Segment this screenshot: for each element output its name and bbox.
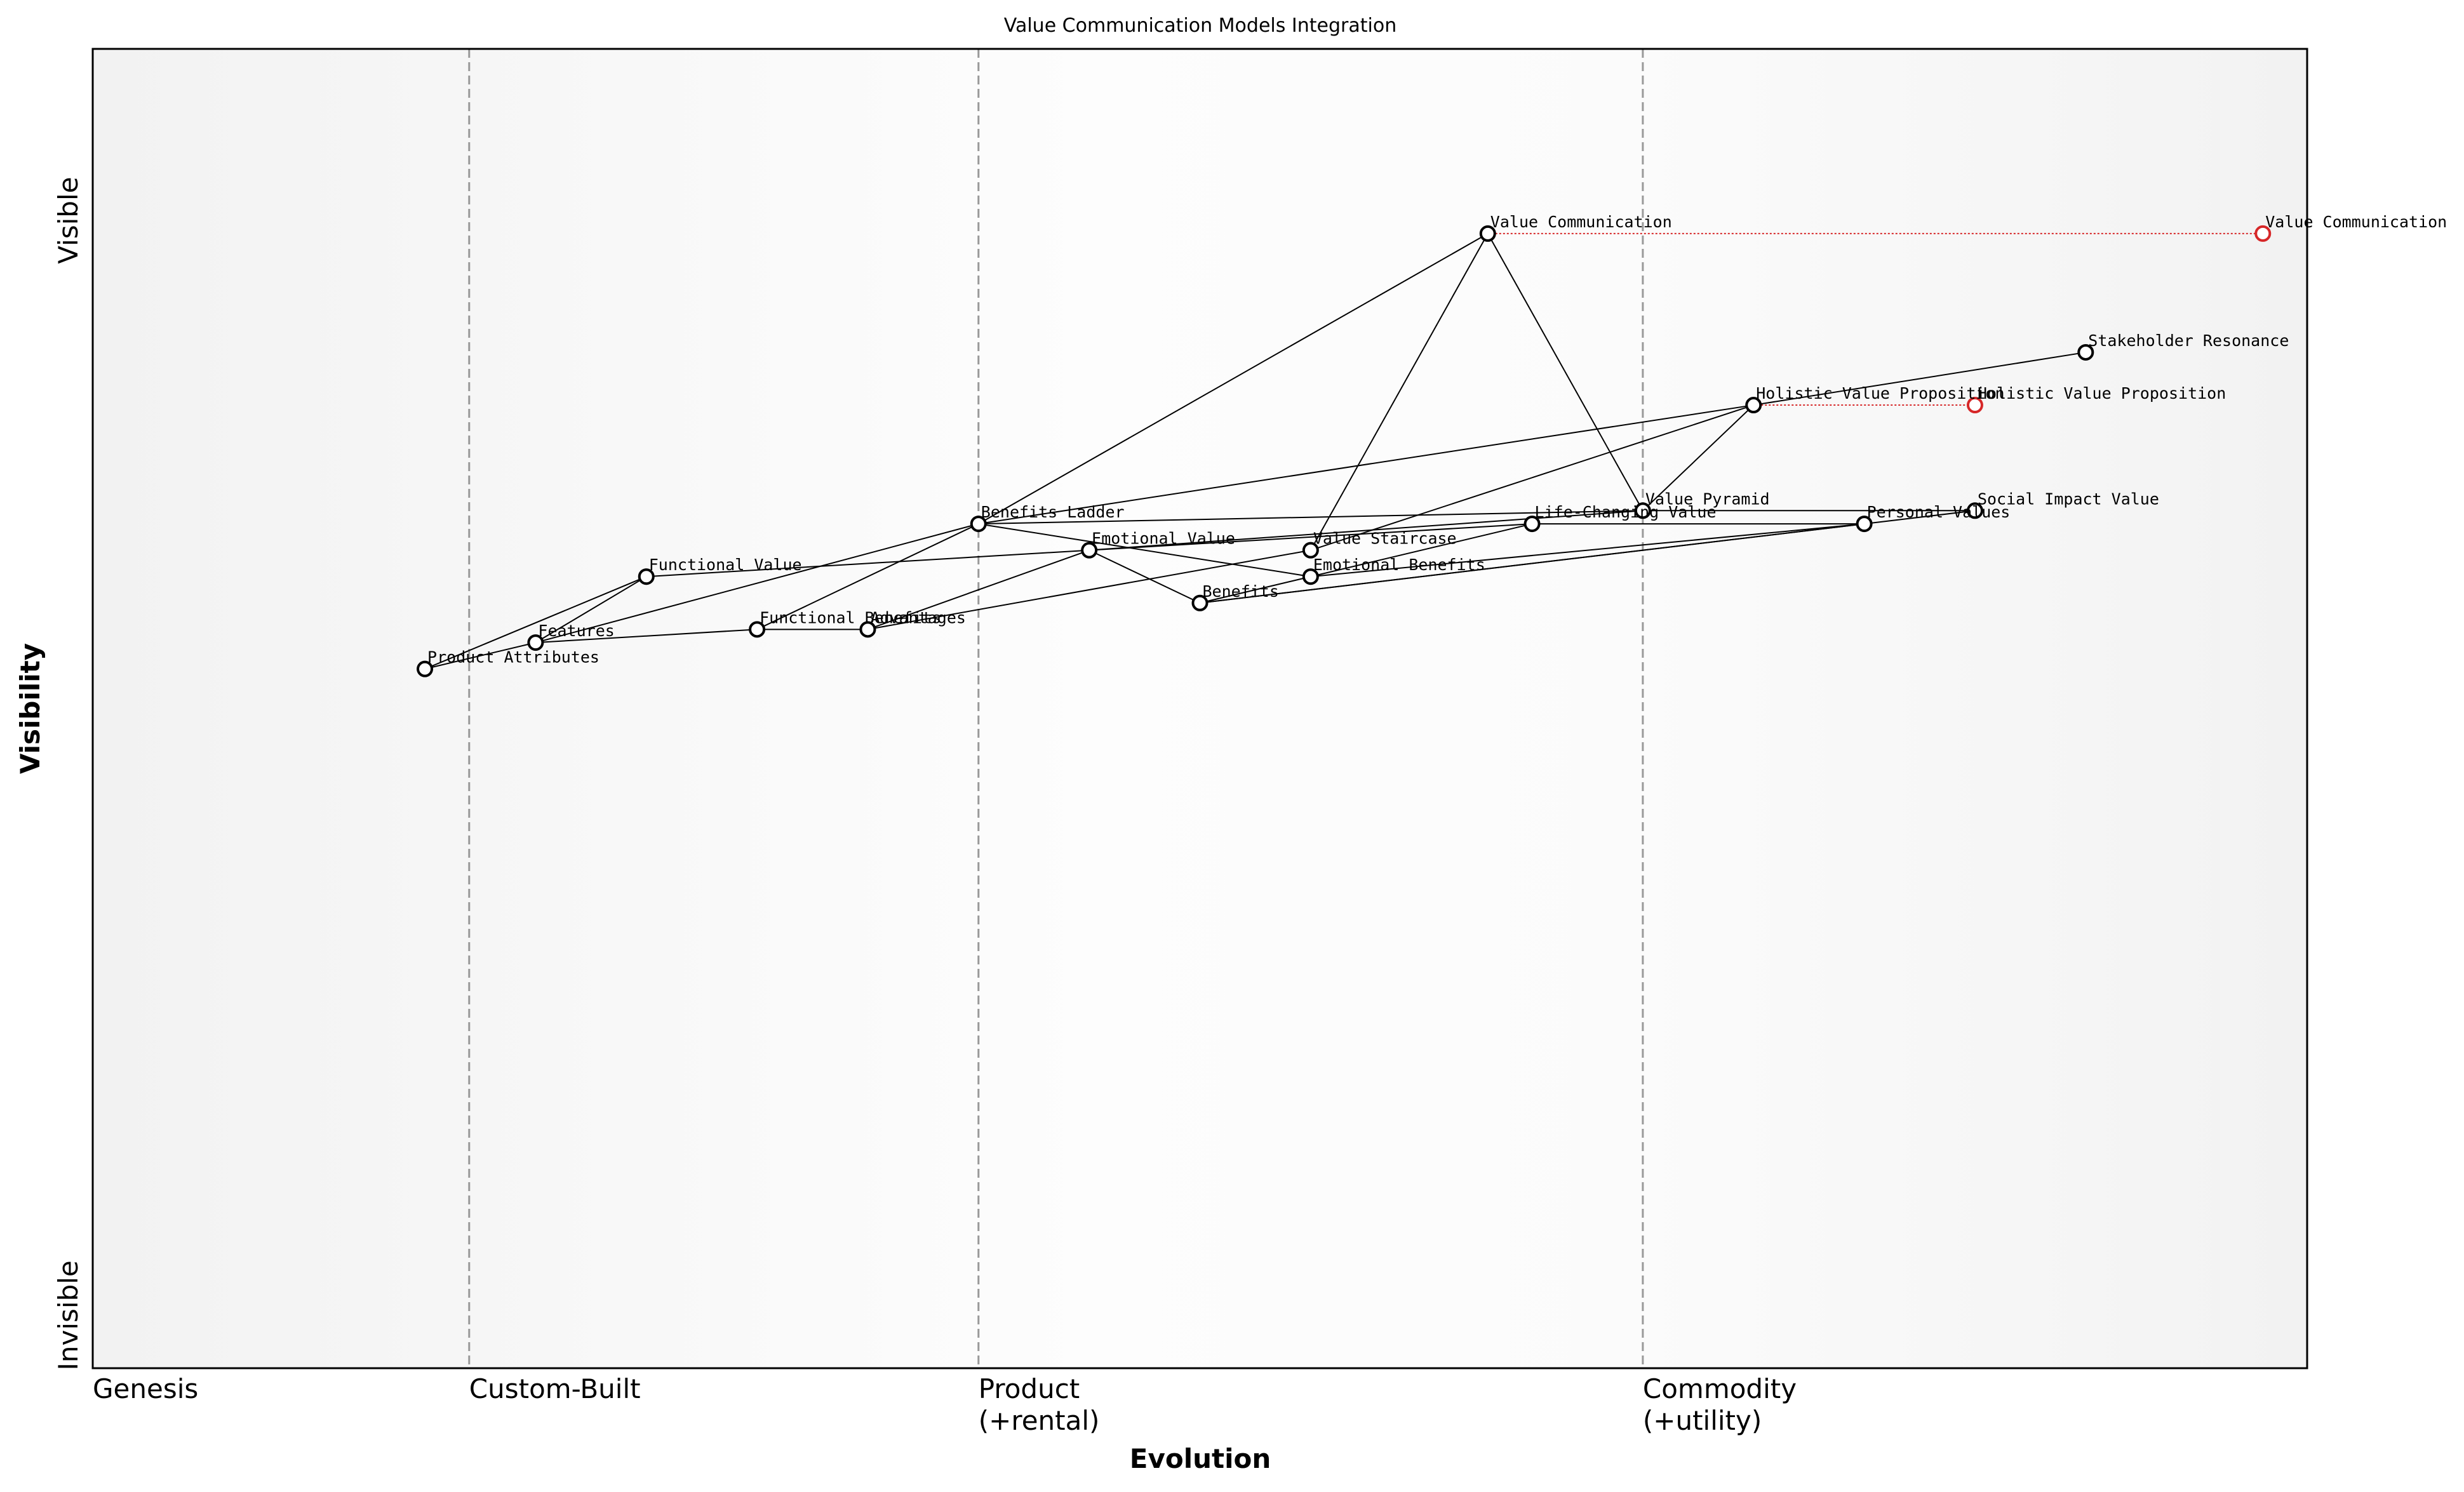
link: [1753, 351, 2086, 406]
x-tick-label: Commodity (+utility): [1642, 1373, 1797, 1436]
link: [756, 523, 979, 630]
evolved-node: [1966, 397, 1983, 414]
node-label: Benefits: [1203, 582, 1279, 601]
node: [1191, 594, 1209, 611]
node-label: Emotional Value: [1092, 530, 1235, 548]
link: [1088, 549, 1200, 604]
y-tick-label: Invisible: [53, 1260, 84, 1370]
link: [978, 510, 1643, 525]
node: [638, 568, 655, 585]
node-label: Value Pyramid: [1645, 490, 1770, 508]
link: [1089, 510, 1643, 551]
plot-background: [93, 49, 2307, 1368]
node-label: Value Staircase: [1313, 530, 1457, 548]
grid: [468, 49, 1644, 1368]
node: [1081, 542, 1098, 559]
node: [1634, 502, 1651, 519]
node-label: Benefits Ladder: [981, 503, 1125, 521]
node: [1479, 225, 1496, 242]
link: [867, 549, 1311, 630]
link: [867, 549, 1090, 630]
node: [1966, 502, 1983, 519]
chart-title: Value Communication Models Integration: [1004, 15, 1396, 37]
evolved-node: [2254, 225, 2272, 242]
link: [1309, 233, 1489, 551]
link: [1642, 404, 1754, 512]
node-label: Functional Value: [649, 556, 802, 574]
y-tick-label: Visible: [53, 177, 84, 264]
node-label: Product Attributes: [427, 648, 599, 667]
node-label: Personal Values: [1867, 503, 2011, 521]
node-label: Holistic Value Proposition: [1756, 384, 2004, 403]
link: [1310, 523, 1865, 578]
link: [1487, 233, 1644, 511]
node-label: Advantages: [870, 608, 966, 627]
node: [1302, 568, 1319, 585]
node-label: Features: [538, 622, 614, 640]
node: [1302, 542, 1319, 559]
node-label: Emotional Benefits: [1313, 556, 1485, 574]
node: [527, 634, 544, 651]
x-axis-label: Evolution: [1130, 1443, 1271, 1474]
node-label: Life-Changing Value: [1535, 503, 1717, 521]
node-label: Social Impact Value: [1978, 490, 2159, 508]
link: [535, 523, 979, 644]
link: [1310, 404, 1754, 551]
link: [535, 576, 647, 643]
node: [2077, 343, 2094, 361]
node-label: Stakeholder Resonance: [2088, 331, 2289, 350]
x-tick-label: Product (+rental): [978, 1373, 1100, 1436]
link: [978, 523, 1311, 578]
nodes: Value Communication Holistic Value Propos…: [417, 213, 2447, 677]
node: [749, 621, 766, 638]
node: [859, 621, 876, 638]
plot-frame: [91, 48, 2308, 1369]
x-tick-label: Custom-Built: [469, 1373, 641, 1404]
x-tick-label: Genesis: [93, 1373, 199, 1404]
node: [970, 516, 987, 533]
link: [978, 404, 1754, 525]
node-label: Functional Benefits: [760, 608, 941, 627]
node: [1856, 516, 1873, 533]
evolved-label: Holistic Value Proposition: [1978, 384, 2226, 403]
node: [1523, 516, 1541, 533]
link: [535, 629, 758, 644]
link: [424, 576, 647, 670]
links: [424, 232, 2263, 670]
y-axis-label: Visibility: [15, 643, 46, 774]
node-label: Value Communication: [1490, 213, 1672, 231]
evolved-label: Value Communication: [2265, 213, 2447, 231]
link: [978, 233, 1489, 524]
node: [1745, 397, 1762, 414]
node: [417, 660, 434, 677]
link: [424, 642, 536, 670]
link: [1200, 523, 1532, 604]
